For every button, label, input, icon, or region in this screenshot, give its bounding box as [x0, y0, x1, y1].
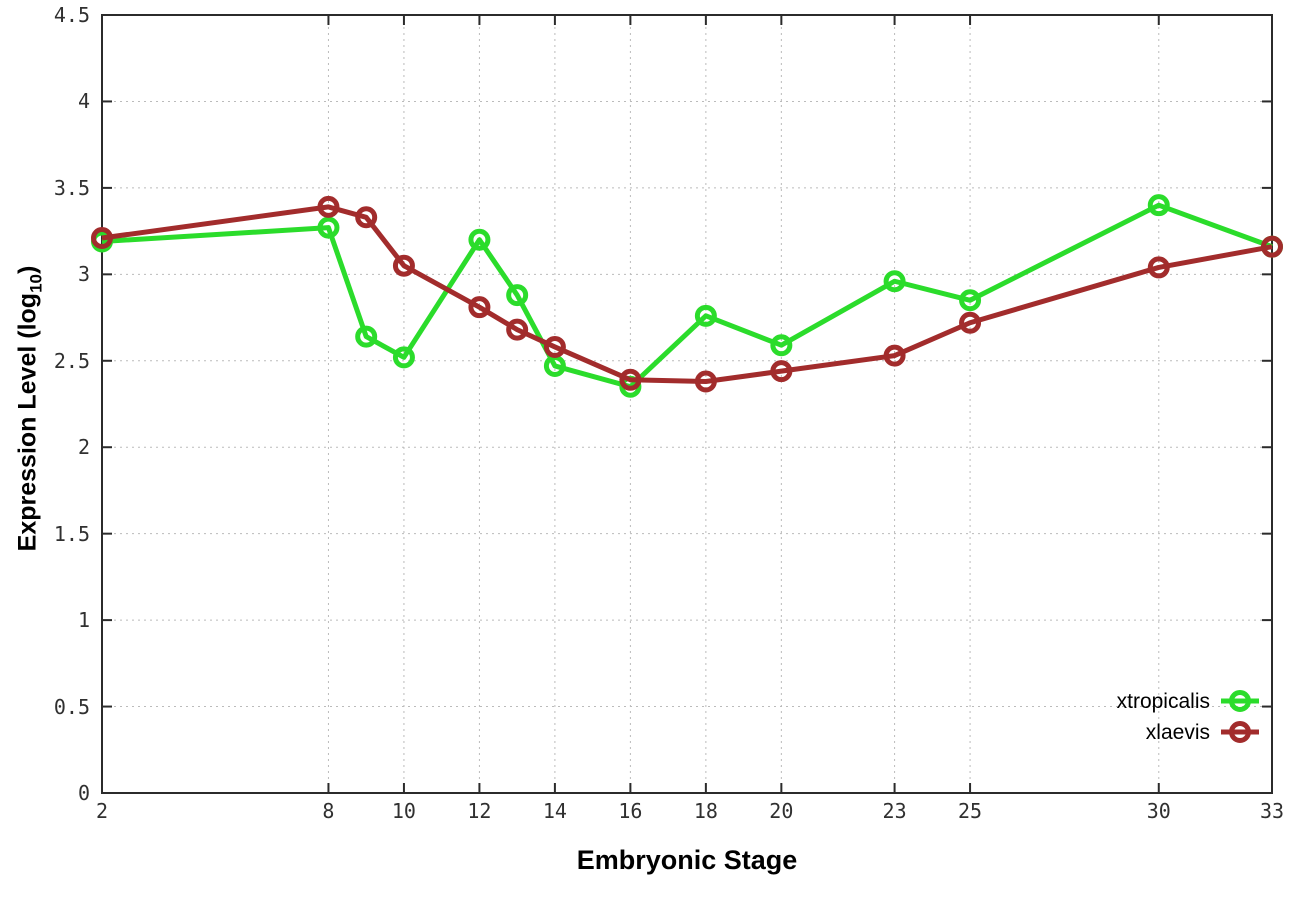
data-point-xtropicalis	[883, 270, 906, 293]
legend-entry-xtropicalis: xtropicalis	[1117, 686, 1262, 717]
y-tick-label: 4.5	[53, 3, 90, 27]
x-tick-label: 14	[542, 799, 567, 823]
data-point-xtropicalis	[770, 334, 793, 357]
y-tick-label: 0.5	[53, 694, 90, 719]
data-point-xlaevis	[770, 360, 793, 383]
x-tick-label: 18	[693, 799, 718, 823]
legend-sample-xtropicalis	[1221, 690, 1259, 712]
x-tick-label: 8	[322, 799, 335, 823]
data-point-xtropicalis	[355, 325, 378, 348]
legend: xtropicalis xlaevis	[1117, 686, 1262, 748]
x-tick-label: 12	[467, 799, 492, 823]
y-tick-label: 2	[77, 435, 90, 460]
data-point-xlaevis	[91, 227, 113, 250]
x-axis-title: Embryonic Stage	[576, 845, 798, 875]
x-tick-label: 2	[95, 799, 109, 823]
data-point-xtropicalis	[392, 346, 415, 369]
data-point-xlaevis	[355, 206, 378, 229]
x-tick-label: 25	[958, 799, 983, 823]
data-point-xtropicalis	[468, 228, 491, 251]
data-point-xlaevis	[1261, 235, 1283, 258]
data-point-xlaevis	[317, 195, 340, 218]
x-tick-label: 33	[1259, 799, 1285, 823]
data-point-xlaevis	[883, 344, 906, 367]
x-tick-label: 23	[882, 799, 907, 823]
plot-border	[101, 14, 1273, 794]
legend-label: xtropicalis	[1116, 689, 1210, 713]
data-point-xtropicalis	[959, 289, 982, 312]
data-point-xtropicalis	[694, 304, 717, 327]
y-tick-label: 3	[77, 262, 90, 287]
x-tick-label: 16	[618, 799, 643, 823]
y-tick-label: 2.5	[53, 348, 90, 373]
data-point-xlaevis	[543, 335, 566, 358]
y-tick-label: 3.5	[53, 175, 90, 200]
y-tick-label: 4	[77, 89, 90, 114]
legend-point-marker	[1229, 690, 1251, 712]
y-axis-title-text: Expression Level (log	[13, 292, 42, 552]
y-tick-label: 0	[77, 781, 90, 805]
y-axis-title: Expression Level (log10)	[14, 199, 47, 619]
legend-point-marker	[1229, 721, 1251, 743]
data-point-xlaevis	[468, 296, 491, 319]
x-tick-label: 30	[1146, 799, 1171, 823]
legend-label: xlaevis	[1145, 720, 1210, 744]
data-point-xtropicalis	[506, 284, 529, 307]
data-point-xlaevis	[506, 318, 529, 341]
y-tick-label: 1	[77, 608, 90, 633]
data-point-xtropicalis	[317, 216, 340, 239]
legend-entry-xlaevis: xlaevis	[1117, 717, 1262, 748]
data-point-xtropicalis	[1147, 194, 1170, 217]
x-tick-label: 20	[769, 799, 794, 823]
series-line-xtropicalis	[101, 202, 1273, 390]
data-point-xlaevis	[694, 370, 717, 393]
data-point-xlaevis	[619, 368, 642, 391]
legend-sample-xlaevis	[1221, 721, 1259, 743]
data-point-xlaevis	[392, 254, 415, 277]
data-point-xlaevis	[959, 311, 982, 334]
x-tick-label: 10	[391, 799, 416, 823]
data-point-xlaevis	[1147, 256, 1170, 279]
y-tick-label: 1.5	[53, 521, 90, 546]
